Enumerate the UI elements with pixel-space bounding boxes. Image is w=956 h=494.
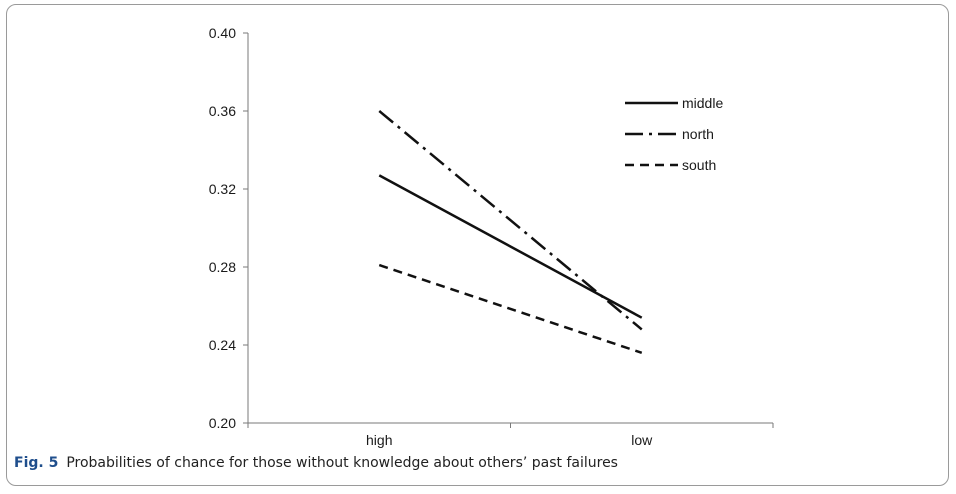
figure-caption-text: Probabilities of chance for those withou… (66, 455, 618, 471)
legend-label-south: south (682, 157, 716, 173)
figure-label: Fig. 5 (14, 455, 59, 471)
figure-caption: Fig. 5 Probabilities of chance for those … (14, 455, 618, 471)
series-layer (378, 110, 643, 354)
y-tick-label: 0.28 (209, 259, 236, 275)
figure-frame (6, 4, 949, 486)
series-line-middle (378, 174, 643, 319)
y-tick-label: 0.36 (209, 103, 236, 119)
legend-label-middle: middle (682, 95, 723, 111)
y-tick-label: 0.24 (209, 337, 236, 353)
chart-axes: 0.20 0.24 0.28 0.32 0.36 0.40 high low (209, 25, 774, 448)
series-line-north (378, 110, 643, 331)
chart-legend: middle north south (625, 95, 723, 173)
y-tick-label: 0.20 (209, 415, 236, 431)
legend-label-north: north (682, 126, 714, 142)
y-tick-label: 0.32 (209, 181, 236, 197)
series-line-south (378, 263, 643, 354)
y-tick-label: 0.40 (209, 25, 236, 41)
x-tick-label: low (631, 432, 653, 448)
x-tick-label: high (366, 432, 392, 448)
line-chart: 0.20 0.24 0.28 0.32 0.36 0.40 high low middle no… (209, 25, 774, 448)
